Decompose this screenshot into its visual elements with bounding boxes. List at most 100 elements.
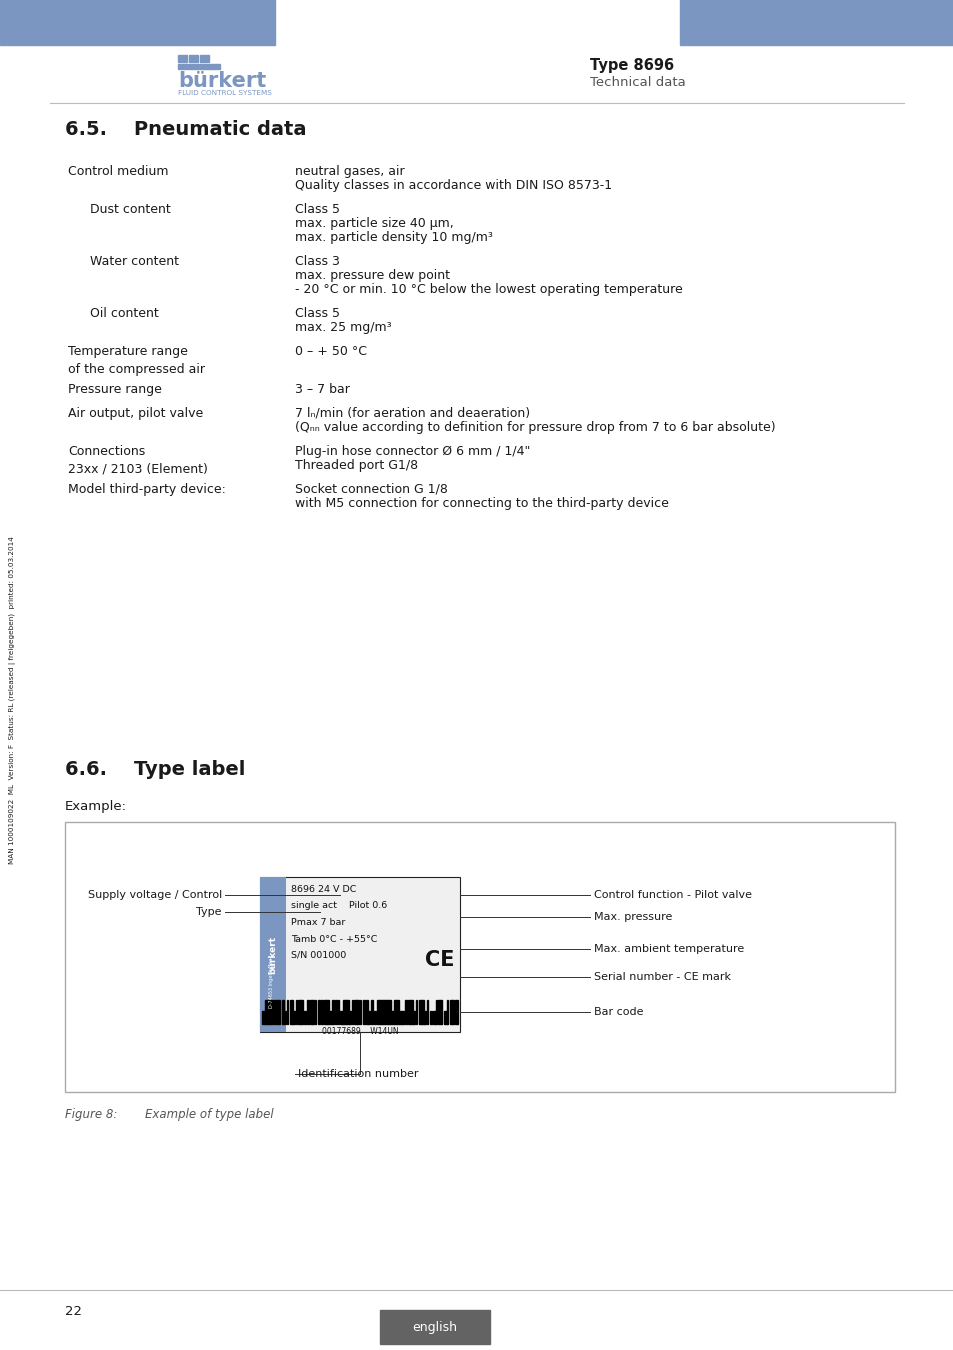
Bar: [200, 55, 209, 62]
Bar: [320, 1000, 322, 1025]
Text: Air output, pilot valve: Air output, pilot valve: [68, 406, 203, 420]
Bar: [376, 1000, 379, 1025]
Text: 6.5.    Pneumatic data: 6.5. Pneumatic data: [65, 120, 306, 139]
Bar: [410, 1000, 413, 1025]
Text: Example:: Example:: [65, 801, 127, 813]
Text: D-74653 Ingelfingen: D-74653 Ingelfingen: [269, 957, 274, 1007]
Bar: [278, 1000, 279, 1025]
Text: Threaded port G1/8: Threaded port G1/8: [294, 459, 417, 472]
Text: Plug-in hose connector Ø 6 mm / 1/4": Plug-in hose connector Ø 6 mm / 1/4": [294, 446, 530, 458]
Bar: [317, 1000, 319, 1025]
Text: S/N 001000: S/N 001000: [291, 950, 346, 960]
Bar: [265, 1000, 268, 1025]
Bar: [391, 1011, 394, 1025]
Bar: [260, 878, 459, 1031]
Bar: [396, 1000, 398, 1025]
Text: Identification number: Identification number: [297, 1069, 418, 1079]
Text: Example of type label: Example of type label: [145, 1108, 274, 1120]
Text: Pressure range: Pressure range: [68, 383, 162, 396]
Text: single act    Pilot 0.6: single act Pilot 0.6: [291, 902, 387, 910]
Bar: [260, 878, 286, 1031]
Bar: [388, 1000, 391, 1025]
Text: 7 lₙ/min (for aeration and deaeration): 7 lₙ/min (for aeration and deaeration): [294, 406, 530, 420]
Bar: [679, 0, 953, 45]
Bar: [178, 55, 187, 62]
Text: 22: 22: [65, 1305, 82, 1318]
Bar: [374, 1011, 375, 1025]
Bar: [433, 1011, 436, 1025]
Bar: [335, 1000, 336, 1025]
Text: Connections
23xx / 2103 (Element): Connections 23xx / 2103 (Element): [68, 446, 208, 477]
Text: MAN 1000109022  ML  Version: F  Status: RL (released | freigegeben)  printed: 05: MAN 1000109022 ML Version: F Status: RL …: [10, 536, 16, 864]
Bar: [365, 1000, 367, 1025]
Text: 3 – 7 bar: 3 – 7 bar: [294, 383, 350, 396]
Text: english: english: [412, 1320, 457, 1334]
Bar: [0, 0, 274, 45]
Bar: [304, 1011, 306, 1025]
Text: 6.6.    Type label: 6.6. Type label: [65, 760, 245, 779]
Bar: [382, 1000, 385, 1025]
Bar: [290, 1000, 293, 1025]
Bar: [314, 1000, 316, 1025]
Text: Type: Type: [196, 907, 222, 917]
Bar: [287, 1000, 288, 1025]
Bar: [394, 1000, 395, 1025]
Bar: [385, 1000, 388, 1025]
Bar: [359, 1000, 361, 1025]
Text: 00177689    W14UN: 00177689 W14UN: [321, 1027, 398, 1035]
Bar: [371, 1000, 373, 1025]
Bar: [337, 1000, 338, 1025]
Text: Pmax 7 bar: Pmax 7 bar: [291, 918, 345, 927]
Bar: [404, 1000, 406, 1025]
Bar: [352, 1000, 353, 1025]
Text: Figure 8:: Figure 8:: [65, 1108, 117, 1120]
Text: (Qₙₙ value according to definition for pressure drop from 7 to 6 bar absolute): (Qₙₙ value according to definition for p…: [294, 421, 775, 433]
Text: neutral gases, air: neutral gases, air: [294, 165, 404, 178]
Bar: [273, 1000, 274, 1025]
Text: Control medium: Control medium: [68, 165, 169, 178]
Text: CE: CE: [424, 949, 454, 969]
Text: Technical data: Technical data: [589, 76, 685, 89]
Bar: [178, 63, 220, 69]
Bar: [312, 1000, 314, 1025]
Bar: [424, 1011, 425, 1025]
Text: Control function - Pilot valve: Control function - Pilot valve: [594, 890, 751, 900]
Bar: [443, 1011, 446, 1025]
Bar: [343, 1000, 346, 1025]
Bar: [262, 1011, 265, 1025]
Bar: [362, 1000, 364, 1025]
Text: Max. pressure: Max. pressure: [594, 913, 672, 922]
Bar: [189, 55, 198, 62]
Bar: [401, 1011, 403, 1025]
Bar: [449, 1000, 452, 1025]
Bar: [329, 1011, 332, 1025]
Text: Temperature range
of the compressed air: Temperature range of the compressed air: [68, 346, 205, 377]
Bar: [293, 1011, 294, 1025]
Text: 8696 24 V DC: 8696 24 V DC: [291, 886, 356, 894]
Bar: [440, 1000, 442, 1025]
Text: - 20 °C or min. 10 °C below the lowest operating temperature: - 20 °C or min. 10 °C below the lowest o…: [294, 284, 682, 296]
Bar: [298, 1000, 301, 1025]
Text: FLUID CONTROL SYSTEMS: FLUID CONTROL SYSTEMS: [178, 90, 272, 96]
Bar: [356, 1000, 358, 1025]
Bar: [307, 1000, 309, 1025]
Text: Class 5: Class 5: [294, 306, 339, 320]
Bar: [301, 1000, 303, 1025]
Text: max. pressure dew point: max. pressure dew point: [294, 269, 450, 282]
Bar: [270, 1000, 272, 1025]
Bar: [421, 1000, 424, 1025]
Bar: [284, 1011, 286, 1025]
Bar: [65, 822, 894, 1092]
Text: Bar code: Bar code: [594, 1007, 643, 1017]
Text: max. particle size 40 μm,: max. particle size 40 μm,: [294, 217, 454, 230]
Text: bürkert: bürkert: [268, 936, 277, 973]
Bar: [455, 1000, 457, 1025]
Text: Tamb 0°C - +55°C: Tamb 0°C - +55°C: [291, 934, 377, 944]
Text: Model third-party device:: Model third-party device:: [68, 483, 226, 495]
Text: Class 5: Class 5: [294, 202, 339, 216]
Text: max. particle density 10 mg/m³: max. particle density 10 mg/m³: [294, 231, 493, 244]
Text: Dust content: Dust content: [90, 202, 171, 216]
Bar: [268, 1000, 270, 1025]
Bar: [275, 1000, 278, 1025]
Text: Socket connection G 1/8: Socket connection G 1/8: [294, 483, 447, 495]
